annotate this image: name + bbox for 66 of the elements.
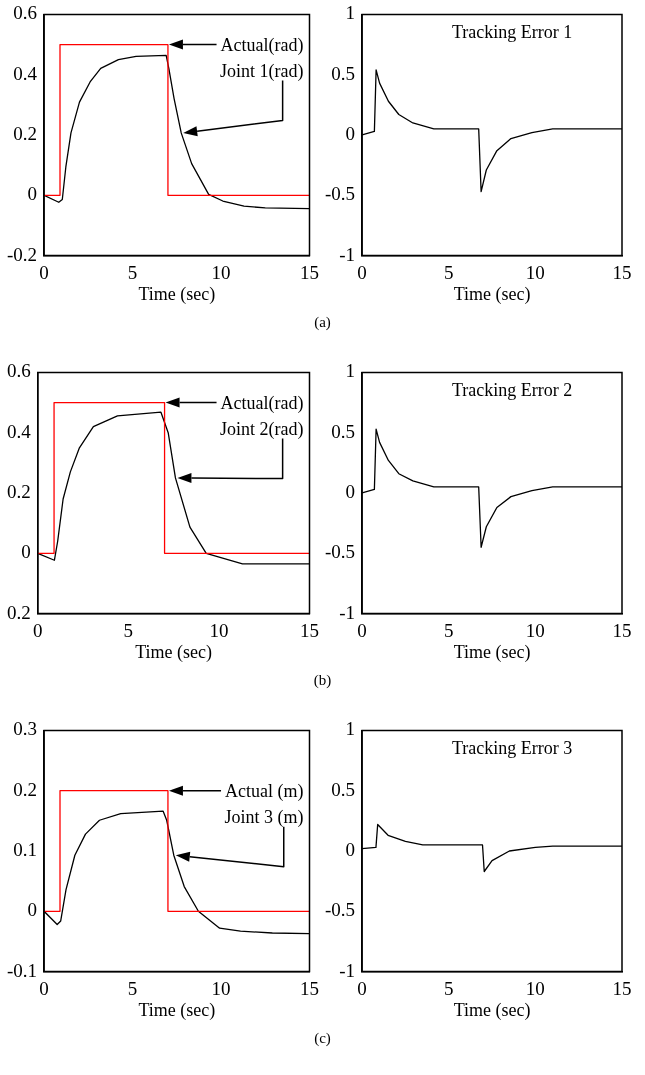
annotation: Actual (m)	[225, 780, 304, 802]
y-tick-label: 0.2	[7, 480, 31, 502]
x-tick-label: 10	[211, 977, 231, 999]
annotation: Joint 1(rad)	[220, 60, 304, 82]
x-tick-label: 10	[525, 619, 545, 641]
x-tick-label: 5	[127, 977, 138, 999]
y-tick-label: 0.6	[7, 360, 31, 382]
x-tick-label: 10	[211, 261, 231, 283]
x-tick-label: 10	[525, 261, 545, 283]
x-tick-label: 15	[300, 619, 319, 641]
y-tick-label: 0.5	[331, 778, 356, 800]
y-tick-label: 0	[27, 183, 38, 205]
y-tick-label: 0.5	[331, 62, 356, 84]
y-tick-label: 0.4	[7, 420, 32, 442]
annotation: Actual(rad)	[220, 392, 304, 414]
y-tick-label: -0.5	[325, 183, 356, 205]
y-tick-label: -0.5	[325, 541, 356, 563]
x-tick-label: 5	[127, 261, 138, 283]
y-tick-label: -0.2	[7, 243, 38, 265]
y-tick-label: 0.1	[13, 838, 38, 860]
y-tick-label: 0.5	[331, 420, 356, 442]
x-tick-label: 5	[123, 619, 134, 641]
x-tick-label: 15	[612, 261, 632, 283]
x-axis-title: Time (sec)	[453, 283, 531, 305]
x-axis-title: Time (sec)	[453, 641, 531, 663]
x-tick-label: 10	[525, 977, 545, 999]
text: (c)	[314, 1030, 331, 1046]
y-tick-label: -0.1	[7, 959, 38, 981]
x-tick-label: 15	[300, 977, 319, 999]
y-tick-label: 0.2	[13, 778, 38, 800]
x-tick-label: 15	[612, 619, 632, 641]
y-tick-label: -1	[339, 601, 356, 623]
x-tick-label: 5	[443, 619, 454, 641]
text: Tracking Error 3	[451, 738, 573, 759]
y-tick-label: 0	[345, 480, 356, 502]
y-tick-label: 0	[345, 838, 356, 860]
y-tick-label: 1	[345, 718, 356, 740]
x-axis-title: Time (sec)	[138, 283, 216, 305]
annotation: Joint 3 (m)	[224, 806, 304, 828]
y-tick-label: -1	[339, 959, 356, 981]
y-tick-label: 0.3	[13, 718, 38, 740]
y-tick-label: 0	[21, 541, 31, 563]
y-tick-label: 0.4	[13, 62, 38, 84]
y-tick-label: 1	[345, 360, 356, 382]
x-tick-label: 15	[612, 977, 632, 999]
y-tick-label: 0.6	[13, 2, 38, 24]
x-tick-label: 10	[209, 619, 229, 641]
y-tick-label: -1	[339, 243, 356, 265]
text: Tracking Error 1	[451, 22, 573, 43]
annotation: Joint 2(rad)	[220, 418, 304, 440]
y-tick-label: -0.5	[325, 899, 356, 921]
y-tick-label: 0.2	[13, 122, 38, 144]
text: (b)	[313, 672, 332, 688]
x-tick-label: 5	[443, 261, 454, 283]
x-axis-title: Time (sec)	[138, 999, 216, 1021]
y-tick-label: 0.2	[7, 601, 31, 623]
x-tick-label: 5	[443, 977, 454, 999]
x-axis-title: Time (sec)	[135, 641, 213, 663]
y-tick-label: 0	[345, 122, 356, 144]
annotation: Actual(rad)	[220, 34, 304, 56]
y-tick-label: 1	[345, 2, 356, 24]
text: Tracking Error 2	[451, 380, 573, 401]
text: (a)	[314, 314, 331, 330]
x-tick-label: 15	[300, 261, 319, 283]
y-tick-label: 0	[27, 899, 38, 921]
x-axis-title: Time (sec)	[453, 999, 531, 1021]
